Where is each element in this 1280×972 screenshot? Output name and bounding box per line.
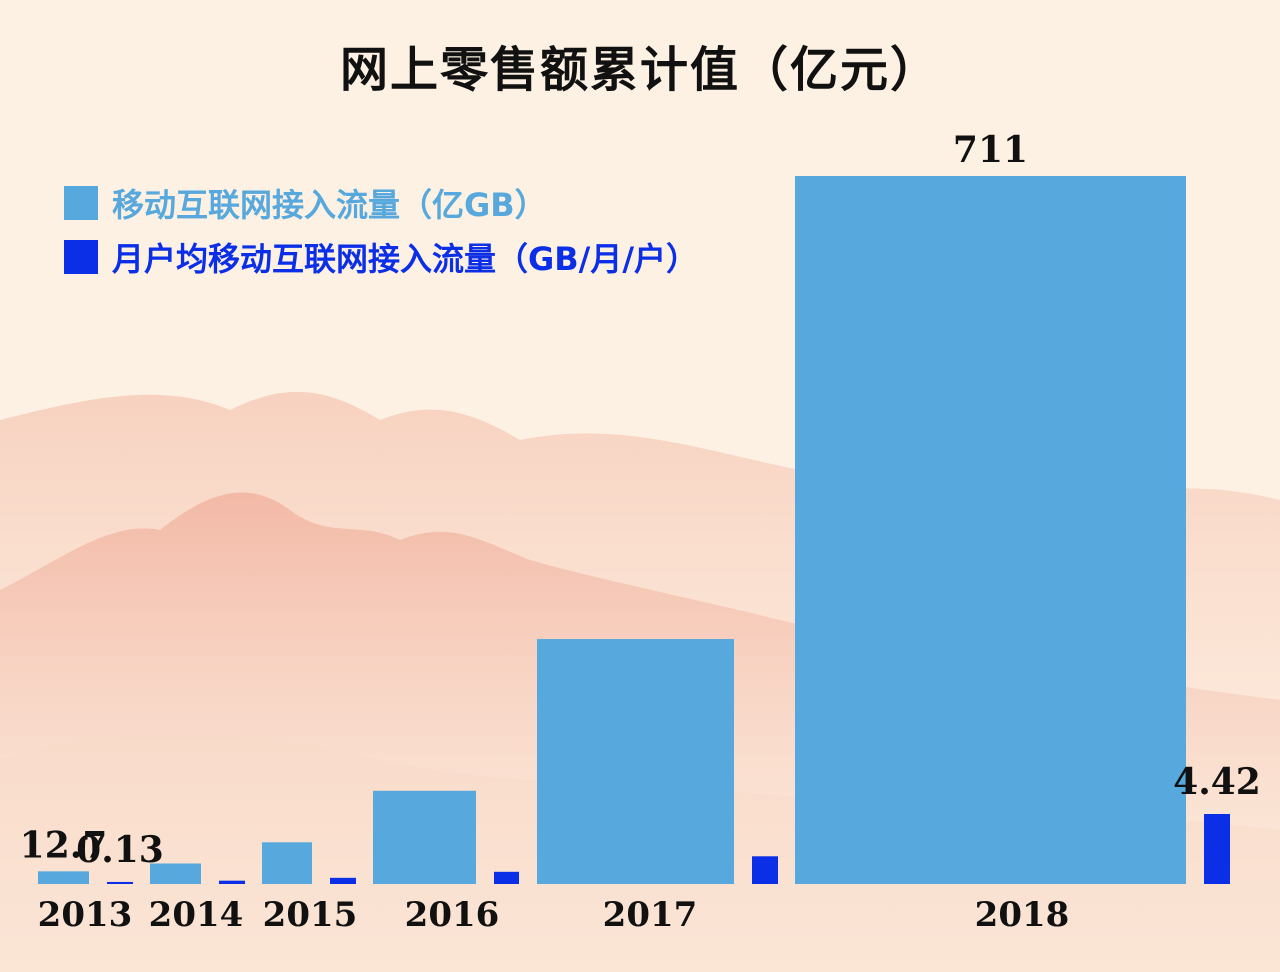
- bar-per-user-2016: [494, 871, 519, 884]
- chart-title: 网上零售额累计值（亿元）: [339, 42, 940, 98]
- x-tick-label-2014: 2014: [149, 895, 244, 935]
- bar-per-user-2017: [752, 856, 778, 884]
- legend-swatch-per-user: [64, 240, 98, 274]
- bar-traffic-2016: [373, 790, 476, 884]
- legend-swatch-traffic: [64, 186, 98, 220]
- bar-traffic-2014: [150, 863, 201, 884]
- bar-per-user-2015: [330, 877, 356, 884]
- labels-layer: 2013 12.70.13 2014 2015 2016 2017 2018 711 4.42: [20, 129, 1261, 935]
- bar-traffic-2013: [38, 871, 89, 884]
- x-tick-label-2015: 2015: [263, 895, 358, 935]
- x-tick-label-2017: 2017: [603, 895, 698, 935]
- bar-per-user-2018: [1204, 814, 1230, 884]
- bar-per-user-2014: [219, 880, 245, 884]
- x-tick-label-2018: 2018: [975, 895, 1070, 935]
- bar-traffic-2017: [537, 639, 734, 884]
- legend-item-traffic: 移动互联网接入流量（亿GB）: [64, 176, 698, 230]
- x-tick-label-2013: 2013: [38, 895, 133, 935]
- legend-item-per-user: 月户均移动互联网接入流量（GB/月/户）: [64, 230, 698, 284]
- bar-per-user-2013: [107, 881, 133, 884]
- data-label-traffic-2018: 711: [953, 129, 1028, 171]
- data-label-per-user-2013: 0.13: [76, 829, 164, 871]
- x-tick-label-2016: 2016: [405, 895, 500, 935]
- data-label-per-user-2018: 4.42: [1173, 761, 1261, 803]
- legend-label-traffic: 移动互联网接入流量（亿GB）: [112, 186, 547, 224]
- legend-label-per-user: 月户均移动互联网接入流量（GB/月/户）: [112, 240, 699, 278]
- bar-traffic-2015: [262, 842, 312, 884]
- legend: 移动互联网接入流量（亿GB） 月户均移动互联网接入流量（GB/月/户）: [64, 176, 698, 284]
- bars-layer: [38, 176, 1230, 884]
- bar-traffic-2018: [795, 176, 1186, 884]
- data-label-traffic-2013: 12.7: [20, 824, 108, 866]
